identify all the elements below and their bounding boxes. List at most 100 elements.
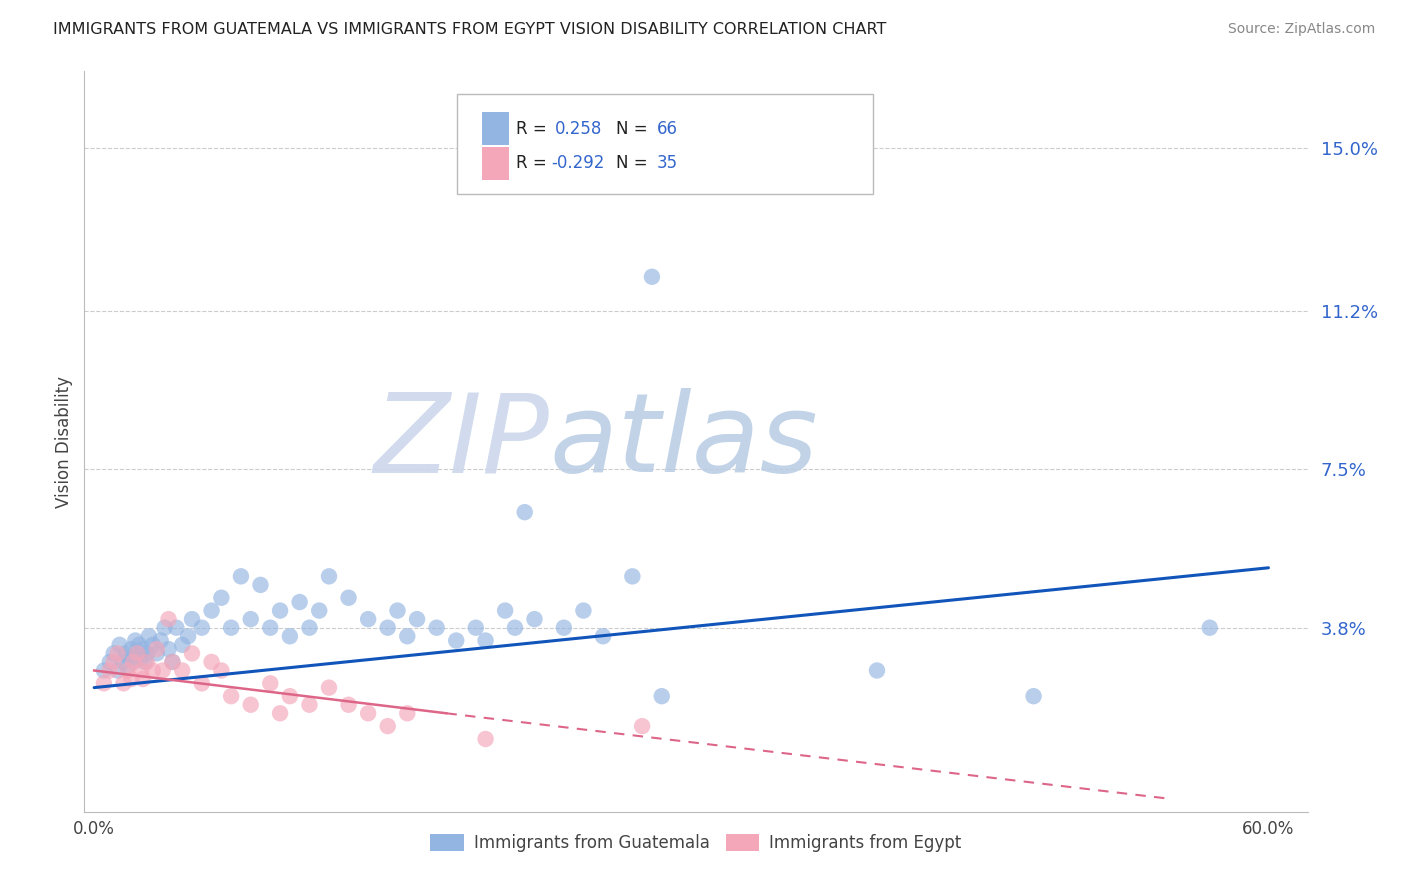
Point [298,621,321,635]
Point [177,629,200,643]
Point [396,629,419,643]
Point [153,621,176,635]
Point [219,689,242,703]
Point [337,591,360,605]
Text: atlas: atlas [550,388,818,495]
Point [98,655,121,669]
Point [120,642,142,657]
Point [122,655,145,669]
Point [149,633,172,648]
Point [651,689,673,703]
Point [239,612,262,626]
Point [98,664,121,678]
Text: R =: R = [516,120,553,137]
Point [523,612,546,626]
Point [128,638,150,652]
Text: IMMIGRANTS FROM GUATEMALA VS IMMIGRANTS FROM EGYPT VISION DISABILITY CORRELATION: IMMIGRANTS FROM GUATEMALA VS IMMIGRANTS … [53,22,887,37]
Point [259,621,281,635]
Point [162,655,184,669]
Point [592,629,614,643]
Point [464,621,486,635]
Point [209,664,232,678]
Point [631,719,654,733]
Point [132,672,155,686]
Point [117,664,139,678]
Point [249,578,271,592]
Point [377,719,399,733]
FancyBboxPatch shape [482,147,509,180]
Point [387,604,409,618]
Point [108,638,131,652]
Point [229,569,252,583]
Point [308,604,330,618]
Point [157,612,180,626]
Point [120,672,142,686]
Text: Source: ZipAtlas.com: Source: ZipAtlas.com [1227,22,1375,37]
Point [406,612,429,626]
Point [337,698,360,712]
Point [117,659,139,673]
Point [209,591,232,605]
Point [142,638,165,652]
Point [146,642,169,657]
Point [142,664,165,678]
Point [103,646,125,660]
Text: -0.292: -0.292 [551,154,605,172]
Point [259,676,281,690]
Point [138,629,160,643]
Point [112,676,135,690]
Text: ZIP: ZIP [374,388,550,495]
Point [318,569,340,583]
Point [132,642,155,657]
FancyBboxPatch shape [457,94,873,194]
Point [357,612,380,626]
Point [494,604,516,618]
Point [93,676,115,690]
Point [93,664,115,678]
Point [444,633,467,648]
Point [103,655,125,669]
Point [118,650,141,665]
Text: 66: 66 [657,120,678,137]
Point [621,569,644,583]
Point [426,621,449,635]
Point [377,621,399,635]
Point [181,646,204,660]
Point [181,612,204,626]
Point [513,505,536,519]
Point [172,638,194,652]
Point [172,664,194,678]
Point [112,655,135,669]
Point [136,655,159,669]
Point [191,676,214,690]
Point [278,689,301,703]
Point [107,646,129,660]
Point [278,629,301,643]
Point [200,655,222,669]
Point [134,655,156,669]
Point [288,595,311,609]
Text: 35: 35 [657,154,678,172]
Point [269,706,291,721]
Y-axis label: Vision Disability: Vision Disability [55,376,73,508]
Text: N =: N = [616,120,654,137]
Point [165,621,187,635]
Point [129,650,152,665]
Point [114,646,136,660]
Point [396,706,419,721]
Point [122,655,145,669]
Point [124,633,146,648]
Point [474,731,496,746]
Point [318,681,340,695]
Point [1198,621,1220,635]
Point [200,604,222,618]
Point [572,604,595,618]
FancyBboxPatch shape [482,112,509,145]
Point [146,646,169,660]
Point [219,621,242,635]
Point [474,633,496,648]
Point [553,621,575,635]
Point [129,664,152,678]
Point [269,604,291,618]
Point [127,646,149,660]
